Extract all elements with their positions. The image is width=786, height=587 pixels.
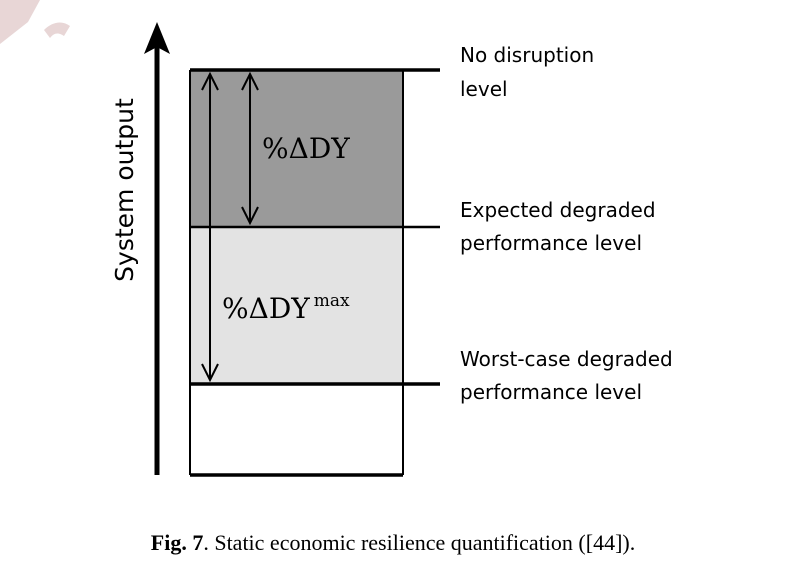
figure-caption-text: . Static economic resilience quantificat… [203, 530, 636, 555]
worst-case-delta-label: %ΔDY max [222, 291, 350, 325]
system-output-axis-label: System output [110, 98, 139, 282]
worst-case-delta-base: %ΔDY [222, 292, 310, 325]
worst-case-delta-arrow [201, 71, 219, 383]
expected-to-worst-case-region [190, 227, 403, 384]
figure-caption: Fig. 7. Static economic resilience quant… [0, 530, 786, 556]
expected-delta-arrow [241, 71, 259, 226]
system-output-axis-arrow [144, 22, 170, 475]
no-disruption-level-label: No disruption [460, 43, 594, 67]
watermark-fragment [0, 0, 70, 44]
worst-case-delta-sup: max [314, 291, 350, 311]
expected-delta-label: %ΔDY [262, 132, 350, 165]
no-disruption-level-label-line2: level [460, 77, 508, 101]
expected-degraded-level-label: Expected degraded [460, 198, 656, 222]
worst-case-degraded-level-label: Worst-case degraded [460, 347, 673, 371]
no-disruption-to-expected-region [190, 70, 403, 227]
worst-case-degraded-level-label-line2: performance level [460, 380, 642, 404]
below-worst-case-region [190, 384, 403, 475]
figure-number: Fig. 7 [150, 530, 204, 555]
expected-degraded-level-label-line2: performance level [460, 231, 642, 255]
